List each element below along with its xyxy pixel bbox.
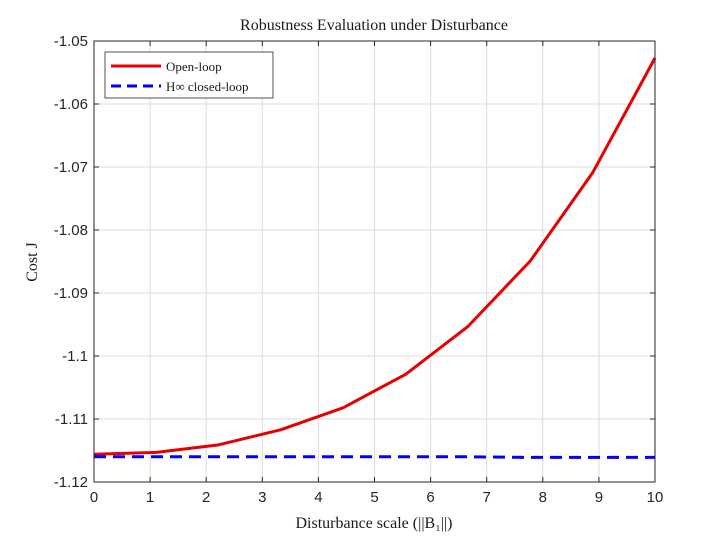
y-tick-label: -1.05 (54, 33, 88, 50)
y-tick-label: -1.08 (54, 222, 88, 239)
x-tick-label: 8 (539, 489, 547, 506)
x-tick-label: 5 (370, 489, 378, 506)
x-tick-labels: 0 1 2 3 4 5 6 7 8 9 10 (90, 489, 664, 506)
y-tick-label: -1.12 (54, 474, 88, 491)
x-tick-label: 10 (647, 489, 664, 506)
legend-label-closed-loop: H∞ closed-loop (166, 79, 249, 94)
x-axis-label: Disturbance scale (||B₁||) (296, 515, 453, 532)
y-tick-label: -1.1 (62, 348, 88, 365)
series-line-closed-loop (94, 455, 655, 459)
legend: Open-loop H∞ closed-loop (104, 51, 274, 99)
chart-title: Robustness Evaluation under Disturbance (240, 17, 508, 34)
y-tick-label: -1.09 (54, 285, 88, 302)
x-tick-label: 1 (146, 489, 154, 506)
x-tick-label: 4 (314, 489, 322, 506)
y-tick-label: -1.06 (54, 96, 88, 113)
x-tick-label: 2 (202, 489, 210, 506)
x-tick-label: 6 (426, 489, 434, 506)
x-tick-label: 0 (90, 489, 98, 506)
series-line-open-loop (93, 57, 657, 456)
y-axis-label: Cost J (24, 242, 41, 282)
y-tick-label: -1.11 (55, 411, 88, 428)
legend-label-open-loop: Open-loop (166, 59, 222, 74)
x-tick-label: 3 (258, 489, 266, 506)
ticks (93, 40, 656, 483)
series-layer (93, 57, 657, 459)
x-tick-label: 7 (483, 489, 491, 506)
legend-box (104, 51, 274, 99)
y-tick-labels: -1.05 -1.06 -1.07 -1.08 -1.09 -1.1 -1.11 -1.12 (54, 33, 88, 491)
y-tick-label: -1.07 (54, 159, 88, 176)
x-tick-label: 9 (595, 489, 603, 506)
